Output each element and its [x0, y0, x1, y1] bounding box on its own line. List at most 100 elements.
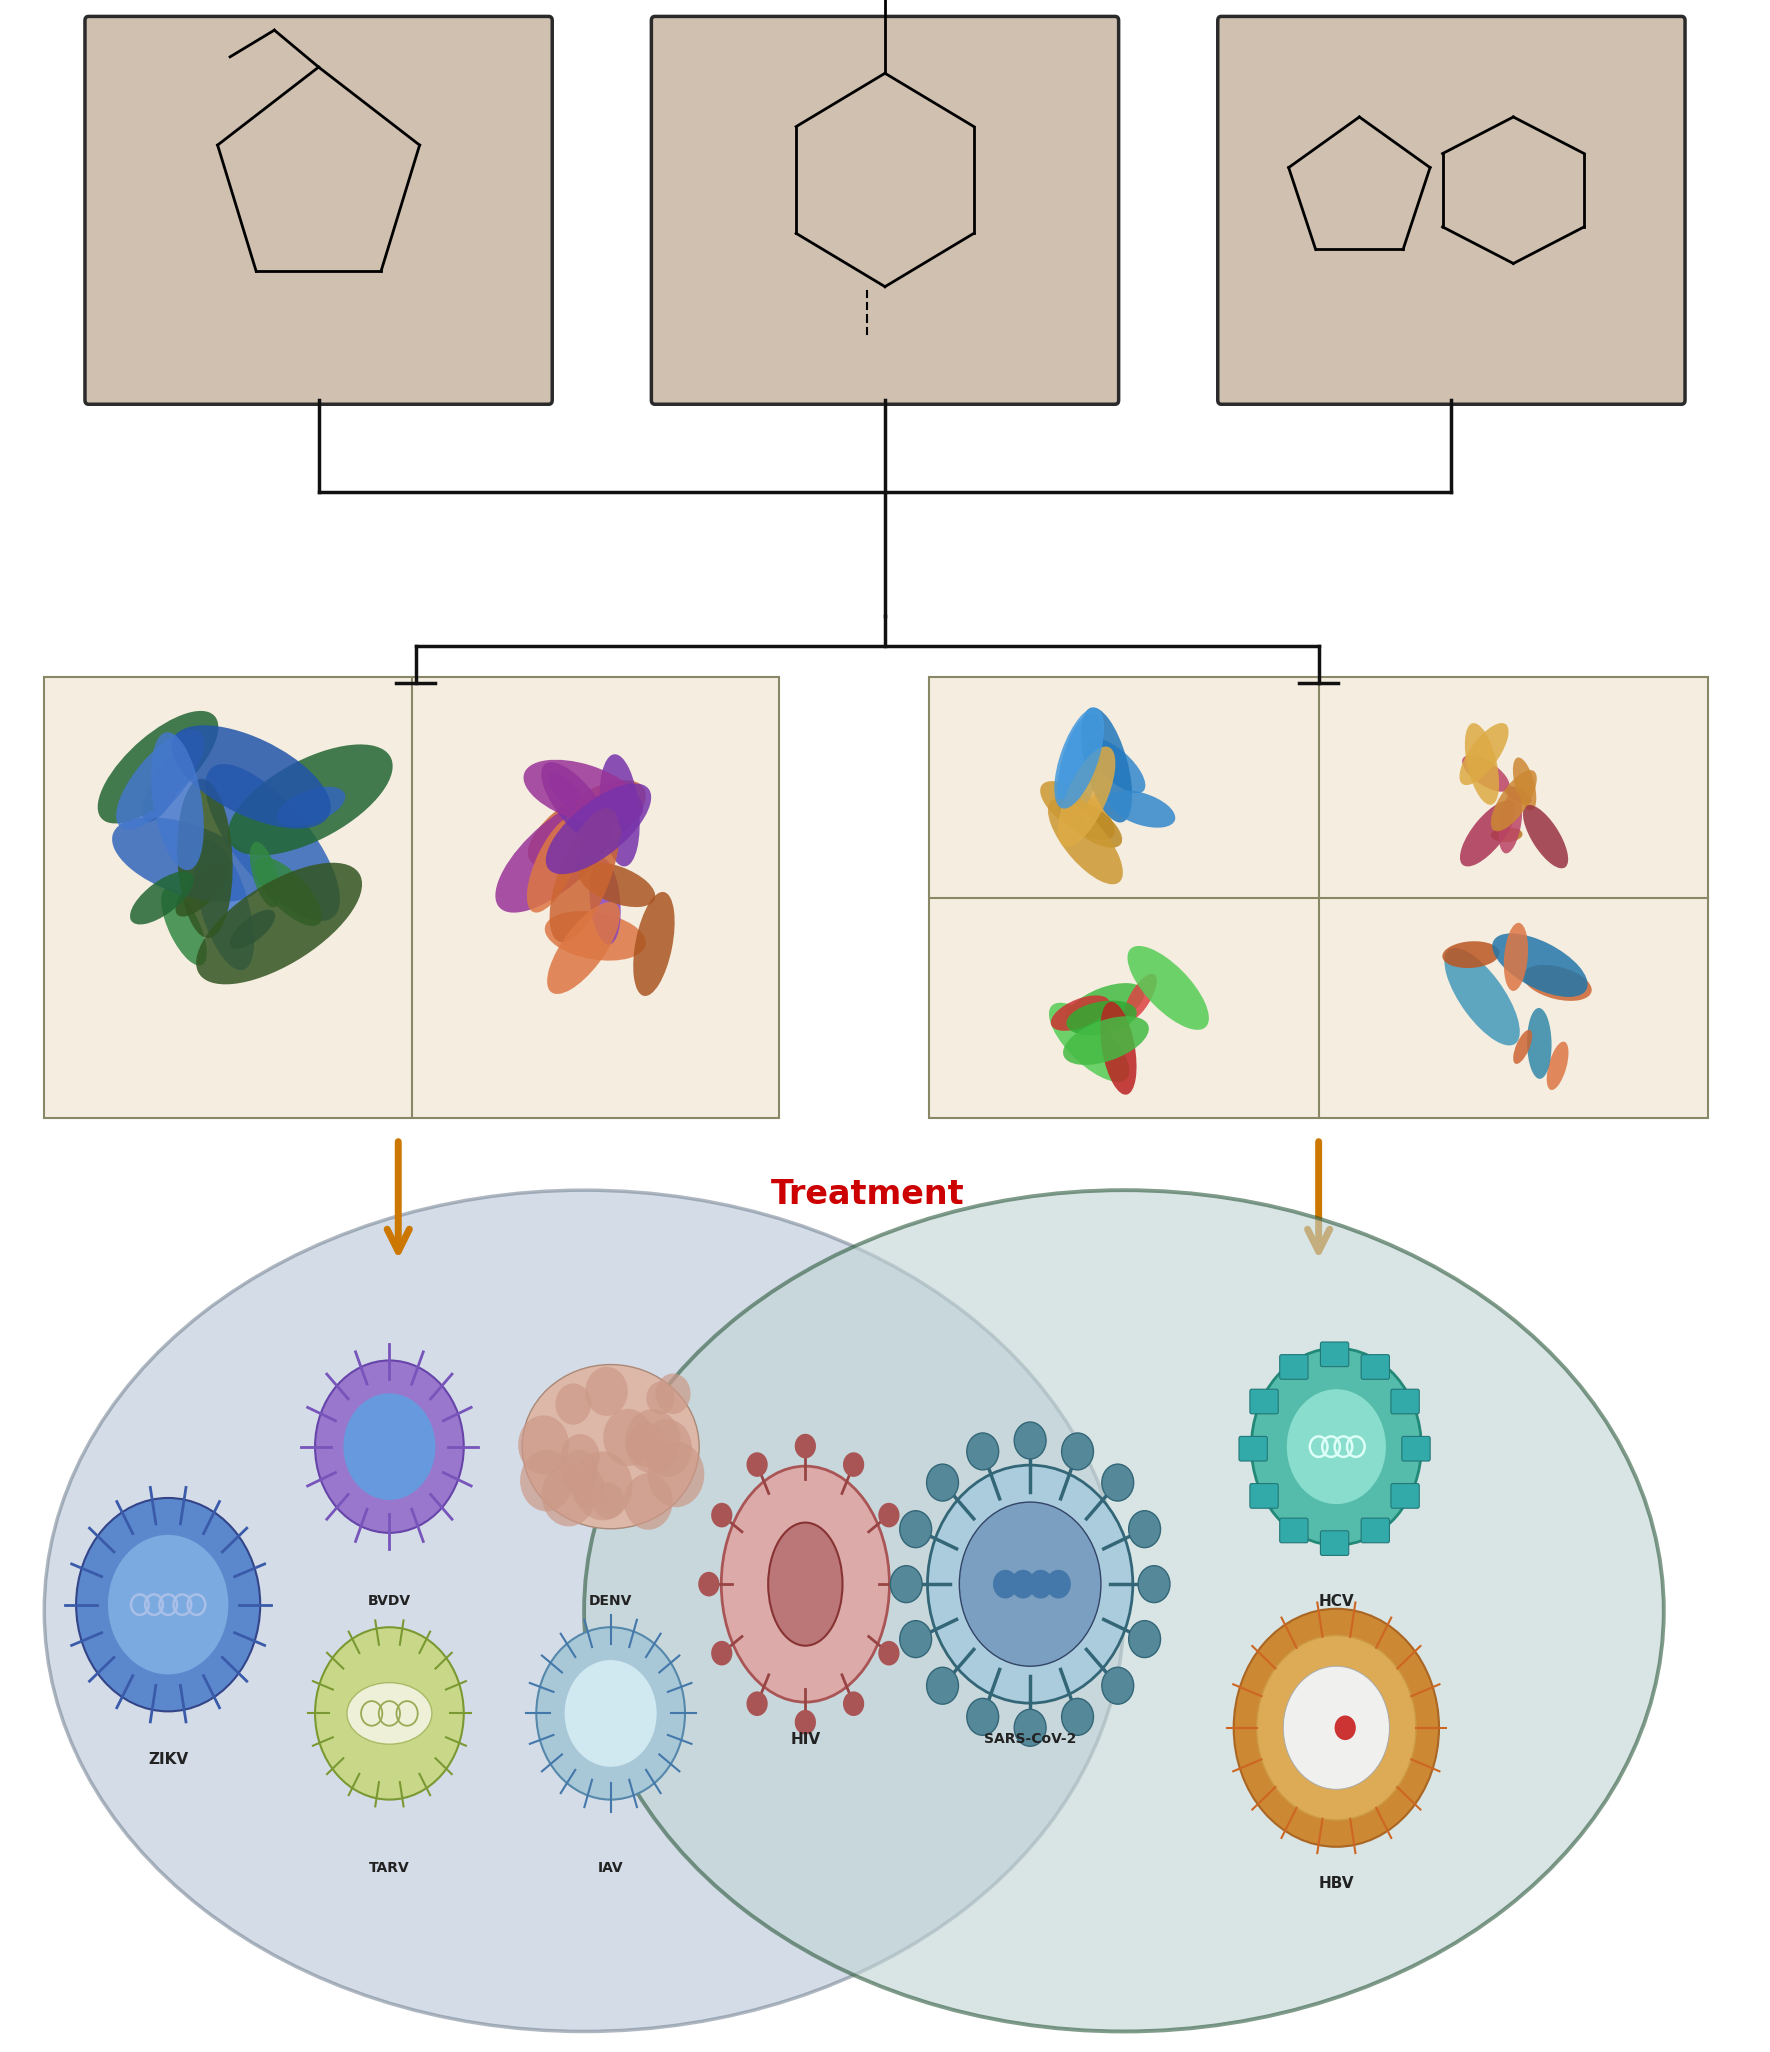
Ellipse shape: [579, 862, 655, 907]
Circle shape: [643, 1420, 692, 1477]
Ellipse shape: [1466, 722, 1499, 804]
Circle shape: [586, 1367, 628, 1416]
Text: iminosugars: iminosugars: [258, 337, 379, 355]
Text: HBV: HBV: [1319, 1876, 1354, 1890]
Text: OH: OH: [345, 359, 365, 371]
Ellipse shape: [527, 815, 582, 913]
Circle shape: [1283, 1666, 1389, 1789]
Ellipse shape: [129, 872, 195, 925]
Ellipse shape: [44, 1190, 1124, 2031]
Ellipse shape: [1513, 1030, 1533, 1063]
Circle shape: [1062, 1699, 1094, 1736]
Circle shape: [542, 1463, 596, 1527]
Ellipse shape: [1083, 790, 1106, 823]
Ellipse shape: [1490, 827, 1522, 841]
Ellipse shape: [1058, 747, 1115, 847]
Text: HO: HO: [1239, 195, 1258, 207]
Text: OH: OH: [1627, 205, 1646, 218]
Circle shape: [747, 1453, 768, 1477]
Ellipse shape: [1057, 714, 1103, 821]
Circle shape: [966, 1699, 998, 1736]
Ellipse shape: [196, 862, 363, 985]
Circle shape: [1046, 1570, 1071, 1599]
Text: TARV: TARV: [368, 1861, 411, 1876]
Ellipse shape: [722, 1465, 890, 1703]
Circle shape: [520, 1451, 573, 1512]
Text: OH: OH: [487, 140, 506, 152]
Circle shape: [1129, 1510, 1161, 1547]
Circle shape: [712, 1502, 733, 1527]
Ellipse shape: [250, 841, 280, 907]
Ellipse shape: [584, 1190, 1664, 2031]
Circle shape: [573, 1451, 632, 1521]
FancyBboxPatch shape: [85, 16, 552, 404]
Ellipse shape: [117, 731, 204, 829]
Text: HO: HO: [124, 185, 143, 197]
Ellipse shape: [1048, 798, 1122, 884]
Ellipse shape: [347, 1683, 432, 1744]
FancyBboxPatch shape: [1280, 1518, 1308, 1543]
Ellipse shape: [496, 796, 621, 913]
Circle shape: [899, 1621, 931, 1658]
Text: α-glucosidases I: α-glucosidases I: [168, 1071, 287, 1086]
Ellipse shape: [195, 839, 255, 971]
Text: Non-α-glucosidase inhibition: Non-α-glucosidase inhibition: [1150, 687, 1487, 708]
Ellipse shape: [142, 755, 186, 823]
Circle shape: [536, 1627, 685, 1800]
Ellipse shape: [527, 780, 646, 868]
Circle shape: [927, 1465, 1133, 1703]
FancyBboxPatch shape: [1402, 1436, 1430, 1461]
Text: HO: HO: [133, 359, 152, 371]
Ellipse shape: [177, 780, 232, 938]
Circle shape: [1257, 1635, 1416, 1820]
Ellipse shape: [1041, 782, 1115, 839]
Ellipse shape: [255, 858, 322, 925]
Ellipse shape: [1051, 995, 1110, 1030]
Ellipse shape: [545, 784, 651, 874]
Ellipse shape: [228, 745, 393, 856]
Ellipse shape: [1528, 1008, 1552, 1079]
FancyBboxPatch shape: [651, 16, 1119, 404]
Text: HO: HO: [673, 154, 692, 166]
Circle shape: [843, 1453, 864, 1477]
Text: ZIKV: ZIKV: [149, 1752, 188, 1767]
Text: N: N: [317, 57, 331, 74]
Ellipse shape: [1460, 800, 1515, 866]
Bar: [44, 677, 779, 1118]
Circle shape: [76, 1498, 260, 1711]
Circle shape: [959, 1502, 1101, 1666]
Text: Treatment: Treatment: [770, 1178, 965, 1211]
Ellipse shape: [1087, 739, 1145, 794]
Text: SARS-CoV-2: SARS-CoV-2: [984, 1732, 1076, 1746]
Ellipse shape: [1504, 923, 1528, 991]
Bar: [929, 677, 1708, 1118]
Ellipse shape: [1058, 798, 1122, 847]
Ellipse shape: [1055, 708, 1104, 808]
Circle shape: [648, 1441, 704, 1508]
Text: Polycyclic: Polycyclic: [1404, 275, 1499, 293]
Circle shape: [1101, 1465, 1133, 1502]
FancyBboxPatch shape: [1218, 16, 1685, 404]
Circle shape: [843, 1691, 864, 1715]
Circle shape: [1014, 1422, 1046, 1459]
FancyBboxPatch shape: [1280, 1354, 1308, 1379]
Text: Piperidine-type: Piperidine-type: [809, 275, 961, 293]
Text: SARS-CoV-2 M: SARS-CoV-2 M: [1439, 862, 1535, 876]
Text: Pyrrolidine-type: Pyrrolidine-type: [239, 275, 398, 293]
Circle shape: [519, 1416, 570, 1475]
Circle shape: [655, 1373, 690, 1414]
Ellipse shape: [172, 724, 331, 829]
FancyBboxPatch shape: [1361, 1518, 1389, 1543]
Circle shape: [1129, 1621, 1161, 1658]
Circle shape: [899, 1510, 931, 1547]
Circle shape: [556, 1383, 591, 1424]
Circle shape: [697, 1572, 719, 1596]
Text: OH: OH: [858, 369, 876, 382]
Ellipse shape: [150, 733, 204, 870]
FancyBboxPatch shape: [1250, 1389, 1278, 1414]
Text: iminosugars: iminosugars: [1391, 337, 1512, 355]
Circle shape: [623, 1473, 673, 1529]
Ellipse shape: [542, 761, 612, 847]
Circle shape: [315, 1627, 464, 1800]
Circle shape: [1062, 1432, 1094, 1469]
